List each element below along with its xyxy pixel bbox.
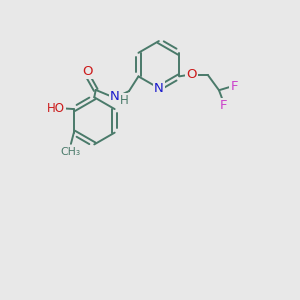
Text: CH₃: CH₃: [61, 147, 81, 157]
Text: O: O: [82, 65, 93, 78]
Text: O: O: [186, 68, 197, 81]
Text: N: N: [110, 90, 120, 103]
Text: HO: HO: [47, 102, 65, 115]
Text: N: N: [154, 82, 164, 95]
Text: H: H: [120, 94, 129, 107]
Text: F: F: [220, 99, 227, 112]
Text: F: F: [230, 80, 238, 93]
